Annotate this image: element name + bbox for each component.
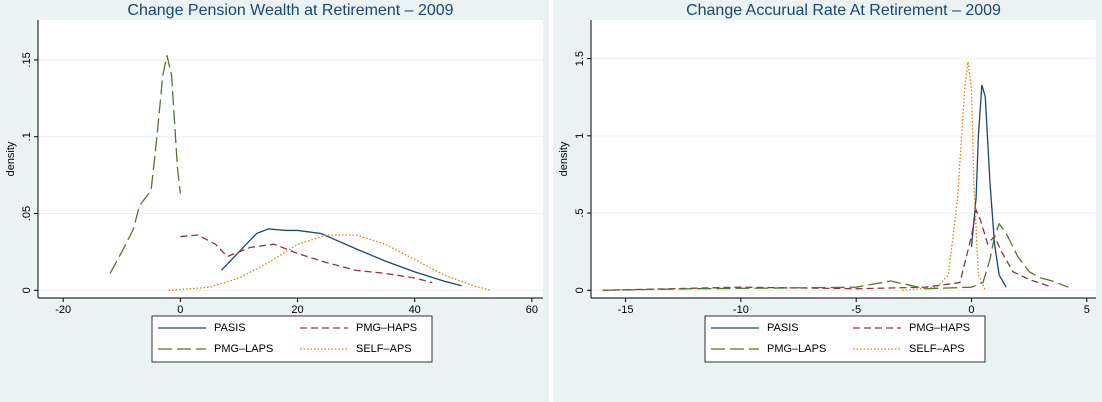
y-tick-label: 1 (574, 133, 586, 139)
legend-label: SELF–APS (356, 343, 412, 355)
legend-label: PMG–HAPS (356, 322, 417, 334)
legend-label: PMG–LAPS (767, 343, 826, 355)
x-tick-label: -20 (55, 304, 71, 316)
legend-label: SELF–APS (909, 343, 965, 355)
density-line (220, 228, 462, 287)
y-tick-label: .05 (21, 206, 33, 221)
x-tick-label: 20 (291, 304, 303, 316)
y-tick-label: 0 (574, 287, 586, 293)
legend-label: PASIS (214, 322, 246, 334)
x-tick-label: -10 (733, 304, 749, 316)
density-line (168, 234, 492, 291)
y-tick-label: .15 (21, 52, 33, 67)
x-tick-label: 0 (177, 304, 183, 316)
chart-panel: Change Accurual Rate At Retirement – 200… (553, 0, 1102, 402)
x-tick-label: 5 (1084, 304, 1090, 316)
legend-label: PMG–HAPS (909, 322, 970, 334)
legend-label: PMG–LAPS (214, 343, 273, 355)
density-line (602, 207, 1053, 291)
plot-area (38, 20, 543, 298)
y-tick-label: 1.5 (574, 51, 586, 66)
x-tick-label: -15 (618, 304, 634, 316)
x-tick-label: -5 (851, 304, 861, 316)
y-axis-label: density (558, 141, 570, 176)
chart-title: Change Accurual Rate At Retirement – 200… (686, 2, 1001, 19)
y-tick-label: .5 (574, 208, 586, 217)
x-tick-label: 0 (968, 304, 974, 316)
y-tick-label: 0 (21, 287, 33, 293)
density-line (970, 84, 1007, 288)
plot-area (591, 20, 1096, 298)
legend-label: PASIS (767, 322, 799, 334)
legend-box (151, 315, 433, 363)
chart-panel: Change Pension Wealth at Retirement – 20… (0, 0, 549, 402)
x-tick-label: 60 (526, 304, 538, 316)
density-line (180, 234, 433, 284)
y-tick-label: .1 (21, 132, 33, 141)
x-tick-label: 40 (409, 304, 421, 316)
density-line (902, 61, 986, 291)
legend-box (704, 315, 986, 363)
chart-title: Change Pension Wealth at Retirement – 20… (127, 2, 453, 19)
density-line (109, 55, 182, 274)
y-axis-label: density (5, 141, 17, 176)
density-line (602, 222, 1069, 291)
